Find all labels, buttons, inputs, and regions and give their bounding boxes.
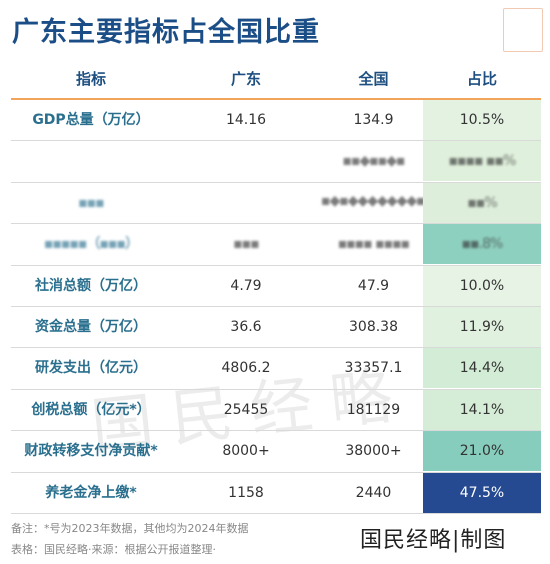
- share-highlight: [423, 182, 541, 223]
- indicator-name: GDP总量（万亿）: [32, 112, 150, 128]
- source-note: 表格：国民经略·来源：根据公开报道整理·: [11, 543, 216, 556]
- table-header: 指标 广东 全国 占比: [11, 60, 541, 100]
- share-value: 11.9%: [459, 318, 505, 335]
- brand-logo: 国民经略|制图: [360, 528, 507, 553]
- corner-decoration: [503, 8, 543, 52]
- nation-value: ▪▪▪▪ ▪▪▪▪: [337, 236, 410, 253]
- guangdong-value: 4806.2: [221, 360, 271, 377]
- guangdong-value: 25455: [223, 401, 269, 418]
- nation-value: 33357.1: [344, 360, 403, 377]
- indicator-name: 创税总额（亿元*）: [31, 401, 151, 418]
- guangdong-value: 4.79: [230, 277, 262, 294]
- table-row: 研发支出（亿元） 4806.2 33357.1 14.4%: [11, 348, 541, 390]
- table-row: ▪▪▪ ▪▪%: [11, 182, 541, 225]
- guangdong-value: 14.16: [225, 112, 267, 128]
- table-row: ▪▪◆▪▪◆▪ ▪◆▪◆◆◆◆◆◆◆▪▪▪▪ ▪▪▪▪ ▪▪%: [11, 141, 541, 209]
- guangdong-value: ▪▪▪: [233, 236, 259, 253]
- share-highlight: [423, 306, 541, 347]
- indicator-name: ▪▪▪: [78, 194, 104, 211]
- indicator-name: 资金总量（万亿）: [35, 318, 147, 335]
- footnote: 备注：*号为2023年数据，其他均为2024年数据: [11, 522, 249, 535]
- table-body: GDP总量（万亿） 14.16 134.9 10.5% ▪▪◆▪▪◆▪ ▪◆▪◆◆◆◆◆…: [11, 100, 541, 514]
- share-value: 10.5%: [459, 112, 505, 128]
- table-row: 创税总额（亿元*） 25455 181129 14.1%: [11, 389, 541, 432]
- table-row: ▪▪▪▪▪（▪▪▪） ▪▪▪ ▪▪▪▪ ▪▪▪▪ ▪▪.8%: [11, 224, 541, 266]
- share-highlight: [423, 100, 541, 140]
- column-header-nation: 全国: [358, 70, 389, 88]
- table-row: GDP总量（万亿） 14.16 134.9 10.5%: [11, 100, 541, 142]
- share-highlight: [423, 141, 541, 182]
- guangdong-value: 36.6: [230, 318, 262, 335]
- guangdong-value: 1158: [228, 484, 264, 501]
- nation-value: 134.9: [353, 112, 394, 128]
- table-row: 资金总量（万亿） 36.6 308.38 11.9%: [11, 306, 541, 349]
- nation-value: ▪▪◆▪▪◆▪ ▪◆▪◆◆◆◆◆◆◆▪▪▪▪: [321, 153, 451, 210]
- page-title: 广东主要指标占全国比重: [12, 17, 320, 48]
- column-header-guangdong: 广东: [230, 70, 261, 88]
- nation-value: 2440: [355, 484, 392, 501]
- nation-value: 181129: [346, 401, 401, 418]
- share-value: 47.5%: [459, 484, 505, 501]
- share-highlight: [423, 389, 541, 430]
- column-header-indicator: 指标: [75, 70, 106, 88]
- share-value: ▪▪▪▪ ▪▪%: [448, 153, 517, 170]
- share-value: ▪▪%: [467, 194, 497, 211]
- share-highlight: [423, 348, 541, 389]
- share-highlight: [423, 431, 541, 472]
- share-highlight: [423, 265, 541, 306]
- share-value: 21.0%: [459, 443, 505, 460]
- nation-value: 308.38: [349, 318, 398, 335]
- share-value: 14.4%: [459, 360, 505, 377]
- share-value: 10.0%: [459, 277, 505, 294]
- share-value: 14.1%: [459, 401, 505, 418]
- column-header-share: 占比: [466, 70, 497, 88]
- nation-value: 38000+: [345, 443, 402, 460]
- indicator-table: 指标 广东 全国 占比 GDP总量（万亿） 14.16 134.9 10.5% ▪▪◆▪…: [11, 60, 541, 514]
- share-highlight: [423, 472, 541, 513]
- nation-value: 47.9: [357, 277, 390, 294]
- table-row: 社消总额（万亿） 4.79 47.9 10.0%: [11, 265, 541, 307]
- table-row: 养老金净上缴* 1158 2440 47.5%: [11, 472, 541, 514]
- table-row: 财政转移支付净贡献* 8000+ 38000+ 21.0%: [11, 431, 541, 473]
- indicator-name: 社消总额（万亿）: [35, 277, 147, 294]
- indicator-name: 财政转移支付净贡献*: [24, 443, 158, 460]
- indicator-name: 研发支出（亿元）: [35, 360, 147, 377]
- share-value: ▪▪.8%: [461, 236, 504, 253]
- guangdong-value: 8000+: [222, 443, 270, 460]
- share-highlight: [423, 224, 541, 265]
- indicator-name: 养老金净上缴*: [45, 484, 137, 501]
- indicator-name: ▪▪▪▪▪（▪▪▪）: [44, 236, 139, 253]
